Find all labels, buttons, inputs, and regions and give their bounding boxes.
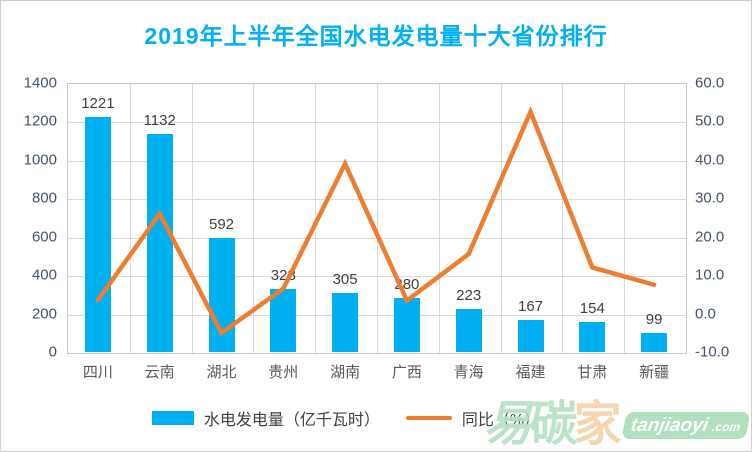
x-axis-label-甘肃: 甘肃 [577,364,608,381]
bar-value-label: 305 [332,271,358,289]
bar-value-label: 280 [394,276,420,294]
watermark-badge-domain: tanjiaoyi [629,414,711,436]
legend: 水电发电量（亿千瓦时） 同比（%） [1,406,721,430]
right-axis-tick: 30.0 [695,189,725,207]
x-axis-label-福建: 福建 [515,364,546,381]
bar-series-swatch [151,411,194,425]
left-axis-tick: 600 [31,228,57,246]
left-axis-tick: 200 [31,305,57,323]
watermark-char-yi: 易 [483,398,532,451]
gridline-v [253,84,254,353]
x-axis-label-四川: 四川 [82,364,113,381]
watermark-badge-tld: .com [711,419,742,434]
bar-湖北 [208,238,235,352]
bar-value-label: 223 [456,287,482,305]
gridline-v [315,84,316,353]
bar-四川 [84,117,111,352]
left-axis-tick: 0 [48,343,57,361]
gridline-v [501,84,502,353]
bar-湖南 [332,293,359,352]
bar-贵州 [270,288,297,352]
legend-item-generation: 水电发电量（亿千瓦时） [151,406,380,430]
watermark-char-jia: 家 [573,398,622,451]
x-axis-label-贵州: 贵州 [268,364,299,381]
watermark-badge: tanjiaoyi .com [622,411,751,439]
right-axis-tick: 40.0 [695,151,725,169]
x-axis-label-广西: 广西 [391,364,422,381]
x-axis-label-云南: 云南 [144,364,175,381]
bar-云南 [146,134,173,352]
bar-value-label: 154 [579,300,605,318]
left-axis-tick: 1200 [23,112,57,130]
watermark-char-tan: 碳 [529,398,578,451]
bar-新疆 [641,332,668,352]
gridline-v [624,84,625,353]
legend-item-yoy: 同比（%） [405,406,541,430]
left-axis-tick: 800 [31,189,57,207]
right-axis-tick: 60.0 [695,74,725,92]
bar-value-label: 1221 [81,95,115,113]
bar-value-label: 328 [270,266,296,284]
line-series-swatch [405,416,452,420]
gridline-v [130,84,131,353]
watermark: 易 碳 家 tanjiaoyi .com [483,398,751,451]
x-axis-label-湖北: 湖北 [206,364,237,381]
bar-value-label: 592 [208,216,235,234]
chart-title: 2019年上半年全国水电发电量十大省份排行 [144,23,608,49]
x-axis-label-青海: 青海 [453,364,484,381]
left-axis-tick: 400 [31,266,57,284]
right-axis-tick: 20.0 [695,228,725,246]
bar-青海 [455,309,482,352]
x-axis-label-新疆: 新疆 [639,364,670,381]
left-axis-tick: 1400 [23,74,57,92]
bar-广西 [393,298,420,352]
bar-value-label: 1132 [143,112,176,130]
line-series-label: 同比（%） [461,412,541,429]
gridline-v [377,84,378,353]
right-axis-tick: 10.0 [695,266,725,284]
gridline-v [439,84,440,353]
bar-甘肃 [579,322,606,352]
right-axis-tick: -10.0 [695,343,730,361]
bar-value-label: 99 [645,310,663,328]
gridline-v [562,84,563,353]
bar-福建 [517,319,544,352]
x-axis-label-湖南: 湖南 [330,364,361,381]
gridline-v [192,84,193,353]
right-axis-tick: 0.0 [695,305,716,323]
right-axis-tick: 50.0 [695,112,725,130]
bar-series-label: 水电发电量（亿千瓦时） [203,412,380,429]
left-axis-tick: 1000 [23,151,57,169]
bar-value-label: 167 [517,297,544,315]
